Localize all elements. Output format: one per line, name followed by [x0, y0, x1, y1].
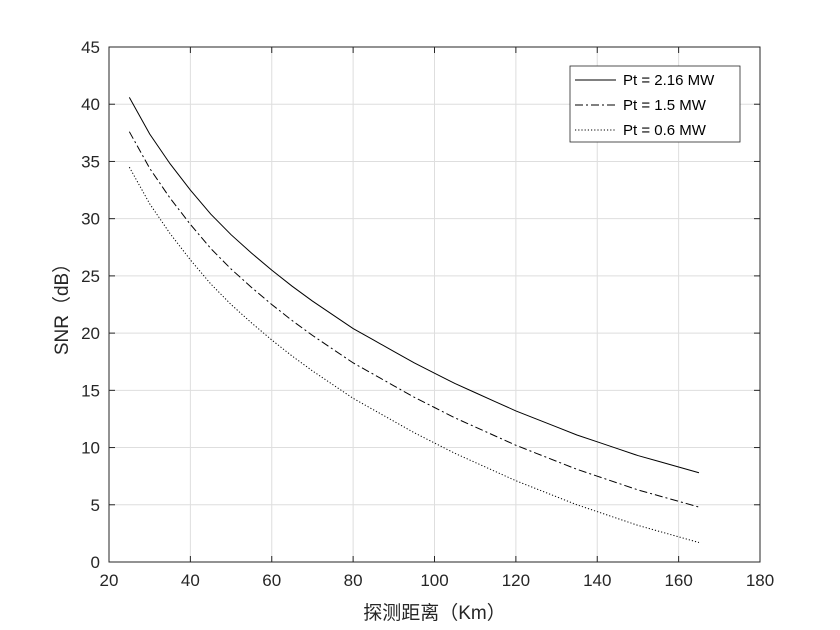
y-tick-label: 45	[81, 38, 100, 57]
series-lines	[128, 97, 700, 544]
y-axis-title: SNR（dB）	[51, 254, 73, 355]
legend-label-1: Pt = 2.16 MW	[623, 72, 715, 89]
legend: Pt = 2.16 MW Pt = 1.5 MW Pt = 0.6 MW	[569, 65, 741, 143]
y-tick-label: 40	[81, 95, 100, 114]
legend-label-3: Pt = 0.6 MW	[623, 122, 707, 139]
x-tick-label: 40	[181, 571, 200, 590]
y-tick-label: 25	[81, 267, 100, 286]
legend-entries: Pt = 2.16 MW Pt = 1.5 MW Pt = 0.6 MW	[575, 72, 715, 139]
legend-label-2: Pt = 1.5 MW	[623, 97, 707, 114]
x-tick-label: 100	[420, 571, 448, 590]
series-line-2	[128, 131, 700, 508]
tick-labels: 20 40 60 80 100 120 140 160 180 0 5 10 15 20 25 30 35 40 4…	[81, 38, 774, 590]
series-line-3	[128, 166, 700, 544]
x-tick-label: 160	[664, 571, 692, 590]
y-tick-label: 35	[81, 152, 100, 171]
y-tick-label: 0	[91, 553, 100, 572]
x-tick-label: 60	[262, 571, 281, 590]
x-axis-title: 探测距离（Km）	[363, 602, 506, 624]
y-tick-label: 15	[81, 381, 100, 400]
series-line-1	[128, 97, 700, 474]
legend-box	[569, 65, 741, 143]
x-tick-label: 80	[344, 571, 363, 590]
x-tick-label: 20	[100, 571, 119, 590]
y-tick-label: 20	[81, 324, 100, 343]
y-tick-label: 10	[81, 439, 100, 458]
x-tick-label: 180	[746, 571, 774, 590]
y-tick-label: 5	[91, 496, 100, 515]
x-tick-label: 140	[583, 571, 611, 590]
grid-lines	[109, 47, 760, 562]
y-tick-label: 30	[81, 210, 100, 229]
axis-ticks	[108, 46, 761, 563]
x-tick-label: 120	[502, 571, 530, 590]
